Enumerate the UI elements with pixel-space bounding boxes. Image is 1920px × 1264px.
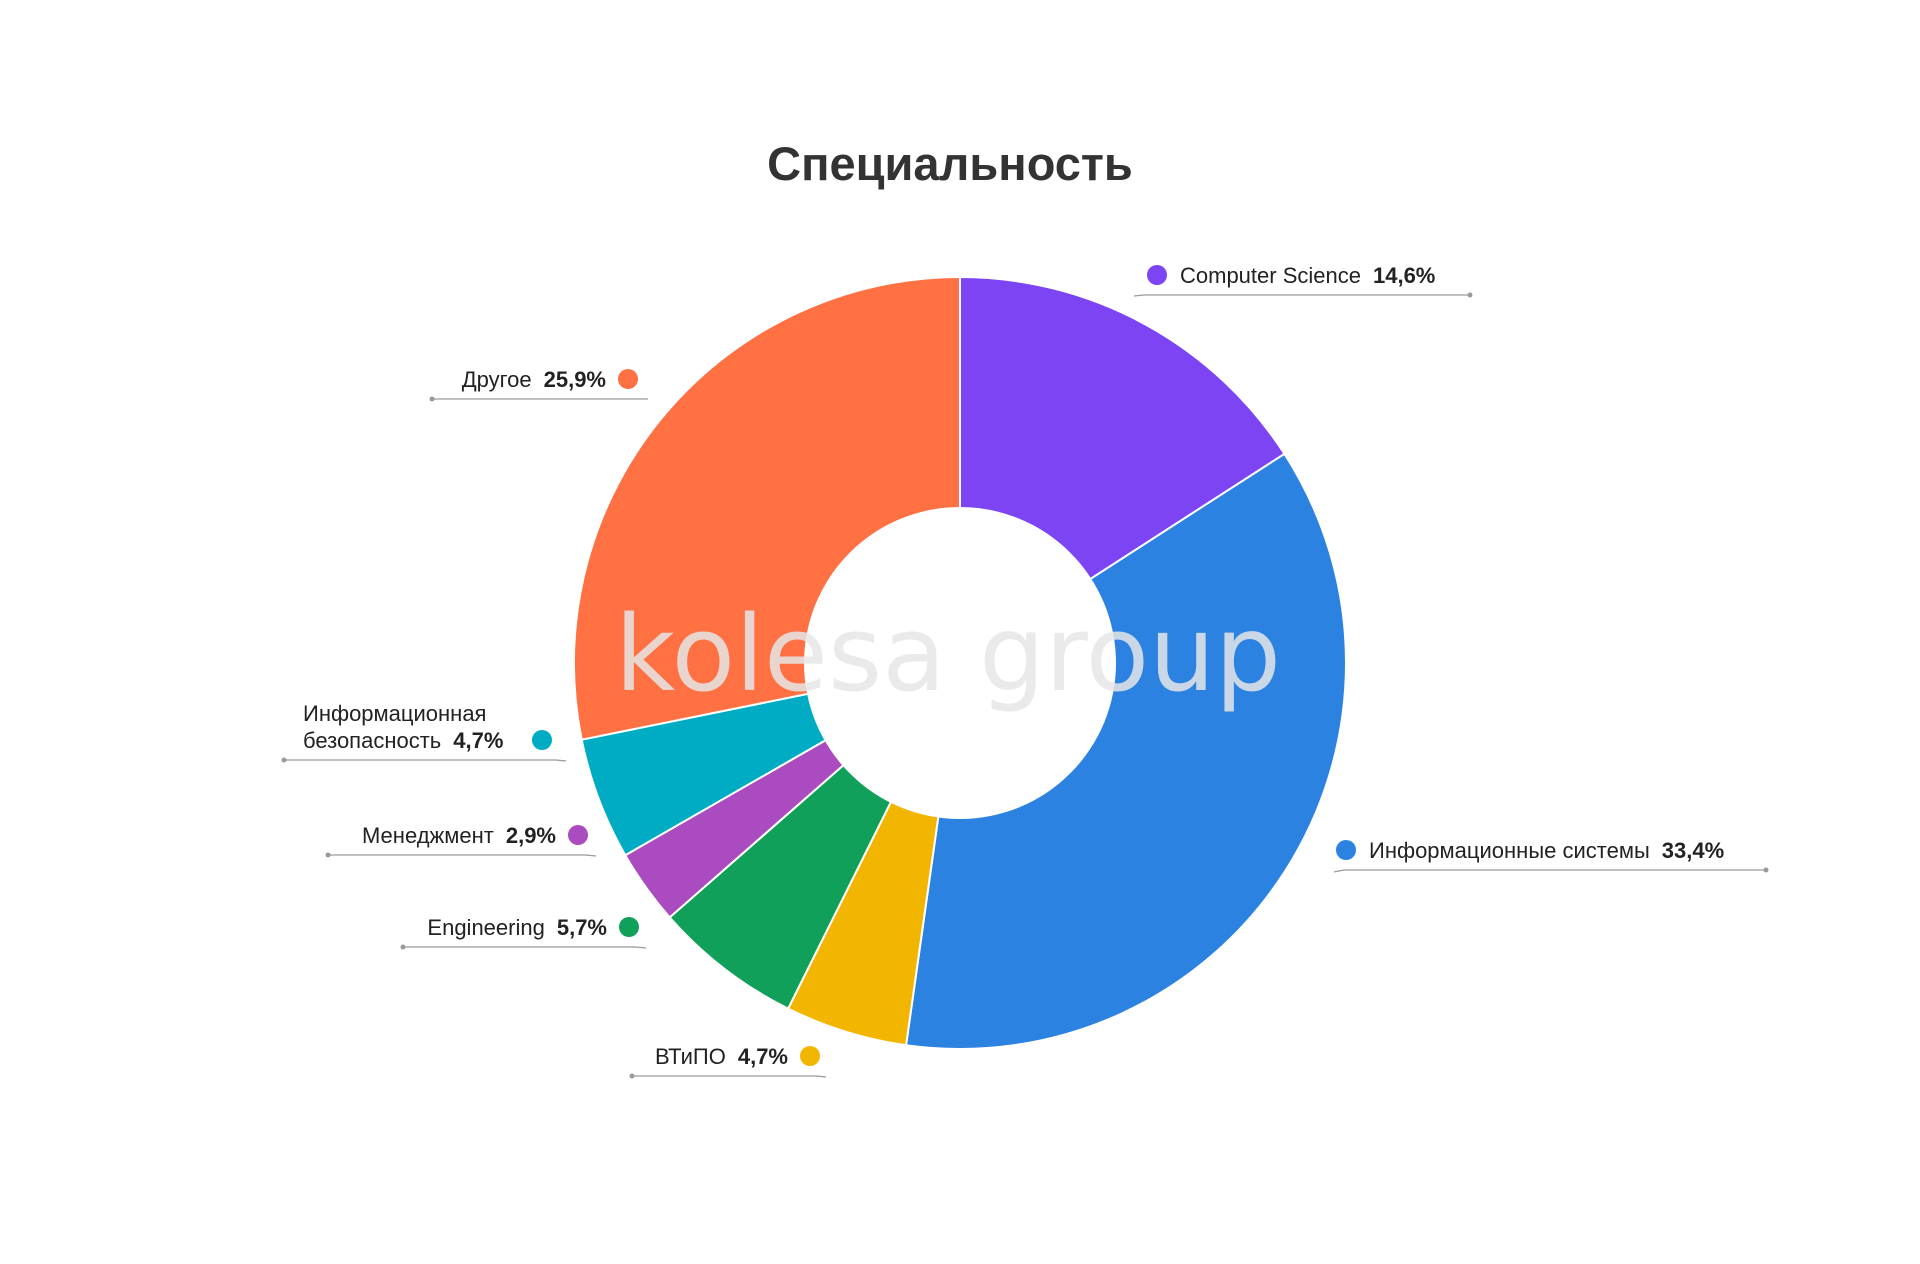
- slice-label-3: ВТиПО 4,7%: [629, 1044, 827, 1079]
- slice-name: Engineering: [427, 915, 544, 940]
- slice-label-1: Computer Science 14,6%: [1133, 263, 1473, 298]
- slice-label-5: Менеджмент 2,9%: [325, 823, 597, 858]
- slice-value: 33,4%: [1662, 838, 1724, 863]
- slice-label-7: Другое 25,9%: [429, 367, 648, 402]
- slice-label-text: Информационные системы 33,4%: [1369, 838, 1724, 863]
- legend-dot: [618, 369, 638, 389]
- leader-end-dot: [1763, 867, 1769, 873]
- watermark-text: kolesa group: [615, 593, 1281, 715]
- leader-line: [1333, 869, 1766, 873]
- leader-end-dot: [281, 757, 287, 763]
- legend-dot: [1336, 840, 1356, 860]
- slice-label-text: ВТиПО 4,7%: [655, 1044, 788, 1069]
- leader-end-dot: [629, 1073, 635, 1079]
- slice-label-text: Другое 25,9%: [462, 367, 606, 392]
- slice-label-text: Computer Science 14,6%: [1180, 263, 1435, 288]
- leader-end-dot: [400, 944, 406, 950]
- leader-end-dot: [429, 396, 435, 402]
- slice-name: Менеджмент: [362, 823, 494, 848]
- slice-label-2: Информационные системы 33,4%: [1333, 838, 1769, 873]
- leader-line: [284, 759, 567, 762]
- slice-name: Информационные системы: [1369, 838, 1650, 863]
- legend-dot: [532, 730, 552, 750]
- leader-line: [328, 854, 597, 857]
- slice-value: 4,7%: [738, 1044, 788, 1069]
- chart-title: Специальность: [767, 137, 1133, 190]
- slice-label-4: Engineering 5,7%: [400, 915, 647, 950]
- slice-name-line2: безопасность: [303, 728, 441, 753]
- slice-value: 2,9%: [506, 823, 556, 848]
- leader-end-dot: [1467, 292, 1473, 298]
- pie-labels: Computer Science 14,6% Информационные сист…: [281, 263, 1769, 1079]
- leader-line: [403, 946, 647, 949]
- slice-name-line1: Информационная: [303, 701, 486, 726]
- slice-value: 5,7%: [557, 915, 607, 940]
- leader-line: [1133, 294, 1470, 297]
- legend-dot: [568, 825, 588, 845]
- slice-value: 25,9%: [544, 367, 606, 392]
- legend-dot: [619, 917, 639, 937]
- slice-label-text: безопасность 4,7%: [303, 728, 503, 753]
- slice-name: Computer Science: [1180, 263, 1361, 288]
- legend-dot: [1147, 265, 1167, 285]
- pie-slice-2: [904, 452, 1347, 1050]
- slice-value: 14,6%: [1373, 263, 1435, 288]
- slice-value: 4,7%: [453, 728, 503, 753]
- slice-label-text: Менеджмент 2,9%: [362, 823, 556, 848]
- leader-end-dot: [325, 852, 331, 858]
- slice-label-text: Engineering 5,7%: [427, 915, 607, 940]
- donut-hole: [804, 507, 1116, 819]
- legend-dot: [800, 1046, 820, 1066]
- slice-name: Другое: [462, 367, 532, 392]
- slice-name: ВТиПО: [655, 1044, 726, 1069]
- leader-line: [632, 1075, 827, 1078]
